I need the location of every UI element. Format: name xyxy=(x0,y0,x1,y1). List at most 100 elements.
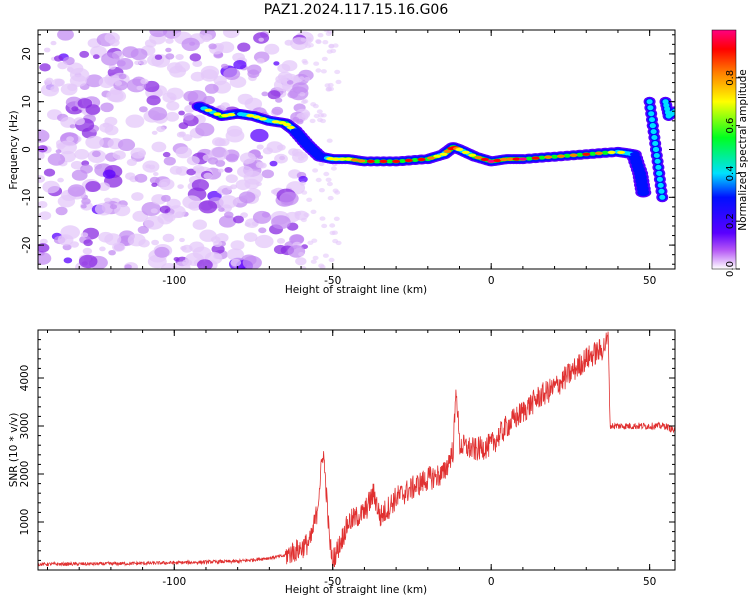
spectrogram-noise-blob xyxy=(305,37,312,42)
spectrogram-y-tick-label: -20 xyxy=(21,237,33,254)
spectrogram-noise-blob xyxy=(321,56,328,62)
spectrogram-noise-blob xyxy=(117,138,136,151)
spectrogram-noise-blob xyxy=(288,148,299,156)
spectrogram-y-axis-label: Frequency (Hz) xyxy=(8,110,20,189)
spectrogram-noise-blob xyxy=(250,128,269,143)
spectrogram-secondary-mark xyxy=(648,111,655,117)
spectrogram-ridge-peak xyxy=(499,157,508,162)
spectrogram-noise-blob xyxy=(273,61,280,66)
spectrogram-ridge-peak xyxy=(338,157,347,161)
spectrogram-noise-blob xyxy=(106,89,124,102)
spectrogram-noise-blob xyxy=(148,106,168,121)
spectrogram-noise-blob xyxy=(258,227,267,234)
spectrogram-noise-blob xyxy=(318,113,325,118)
spectrogram-noise-blob xyxy=(330,166,337,171)
spectrogram-noise-blob xyxy=(230,240,245,251)
spectrogram-frame xyxy=(37,29,676,270)
spectrogram-noise-blob xyxy=(191,179,209,192)
spectrogram-ridge-mark xyxy=(525,156,533,161)
spectrogram-noise-blob xyxy=(275,75,288,84)
colorbar-tick-label: 0.6 xyxy=(725,118,736,134)
spectrogram-secondary-mark xyxy=(646,99,653,105)
spectrogram-noise-blob xyxy=(57,177,64,183)
spectrogram-noise-blob xyxy=(203,172,213,180)
spectrogram-noise-blob xyxy=(261,169,274,179)
spectrogram-noise-blob xyxy=(243,232,258,242)
spectrogram-noise-blob xyxy=(233,215,244,224)
spectrogram-y-tick-label: 20 xyxy=(21,47,33,60)
snr-x-tick-label: 0 xyxy=(488,576,495,588)
spectrogram-noise-blob xyxy=(71,106,79,112)
spectrogram-noise-blob xyxy=(225,174,238,184)
spectrogram-noise-blob xyxy=(326,181,333,187)
spectrogram-noise-blob xyxy=(56,143,65,150)
spectrogram-noise-blob xyxy=(100,102,114,113)
spectrogram-ridge-peak xyxy=(331,157,340,161)
spectrogram-noise-blob xyxy=(165,53,175,60)
spectrogram-noise-blob xyxy=(271,215,291,230)
spectrogram-noise-blob xyxy=(134,173,148,183)
spectrogram-noise-blob xyxy=(284,39,293,46)
spectrogram-noise-blob xyxy=(151,239,160,246)
spectrogram-noise-blob xyxy=(108,64,116,70)
snr-y-tick-label: 4000 xyxy=(19,365,31,392)
spectrogram-noise-blob xyxy=(70,160,84,170)
spectrogram-ridge-peak xyxy=(569,153,578,157)
spectrogram-ridge-peak xyxy=(392,159,401,163)
spectrogram-noise-blob xyxy=(264,43,280,55)
spectrogram-noise-blob xyxy=(224,167,233,173)
spectrogram-noise-blob xyxy=(139,106,148,113)
snr-x-tick-label: -100 xyxy=(162,576,186,588)
spectrogram-ridge-peak xyxy=(417,157,426,162)
spectrogram-noise-blob xyxy=(219,195,238,209)
spectrogram-noise-blob xyxy=(85,135,104,149)
spectrogram-noise-blob xyxy=(305,43,312,49)
spectrogram-noise-blob xyxy=(156,126,166,133)
spectrogram-noise-blob xyxy=(165,111,180,122)
spectrogram-noise-blob xyxy=(326,138,333,143)
spectrogram-noise-blob xyxy=(303,111,310,117)
spectrogram-noise-blob xyxy=(140,78,149,85)
spectrogram-ridge-peak xyxy=(283,123,292,127)
spectrogram-ridge-peak xyxy=(461,150,470,154)
spectrogram-ridge-mark xyxy=(638,189,649,196)
spectrogram-noise-blob xyxy=(57,30,74,41)
spectrogram-noise-blob xyxy=(200,69,218,82)
spectrogram-noise-blob xyxy=(175,146,193,159)
spectrogram-noise-blob xyxy=(325,31,332,36)
spectrogram-noise-blob xyxy=(94,202,113,216)
spectrogram-noise-blob xyxy=(183,113,195,121)
colorbar-ticks: 0.0 0.2 0.4 0.6 0.8 xyxy=(725,70,740,277)
spectrogram-secondary-mark xyxy=(656,176,663,182)
spectrogram-ridge-mark xyxy=(632,159,641,164)
spectrogram-noise-blob xyxy=(55,149,62,154)
spectrogram-noise-blob xyxy=(161,263,177,269)
spectrogram-noise-blob xyxy=(180,245,187,251)
spectrogram-noise-blob xyxy=(271,106,284,115)
snr-panel: -100 -50 0 50 1000 2000 3000 4000 Height of str… xyxy=(8,329,676,596)
spectrogram-ridge-mark xyxy=(633,163,642,168)
snr-y-tick-label: 2000 xyxy=(19,461,31,488)
spectrogram-noise-blob xyxy=(124,264,132,269)
spectrogram-noise-blob xyxy=(267,90,281,100)
spectrogram-ridge-peak xyxy=(556,154,565,158)
spectrogram-noise-blob xyxy=(225,153,239,163)
spectrogram-noise-blob xyxy=(159,205,171,214)
spectrogram-noise-blob xyxy=(67,184,86,197)
snr-y-axis-label: SNR (10 * v/v) xyxy=(8,413,20,488)
spectrogram-x-tick-label: 50 xyxy=(643,275,656,287)
spectrogram-noise-blob xyxy=(179,237,185,243)
spectrogram-noise-blob xyxy=(54,78,65,87)
spectrogram-noise-blob xyxy=(148,164,156,170)
spectrogram-noise-blob xyxy=(175,211,185,218)
spectrogram-noise-blob xyxy=(298,175,308,183)
spectrogram-noise-blob xyxy=(130,48,148,61)
spectrogram-noise-blob xyxy=(81,198,91,205)
spectrogram-noise-blob xyxy=(197,259,213,269)
snr-series-line xyxy=(38,331,675,568)
spectrogram-secondary-mark xyxy=(649,117,655,123)
spectrogram-ridge-peak xyxy=(427,156,435,160)
spectrogram-secondary-mark xyxy=(655,164,662,170)
spectrogram-noise-blob xyxy=(175,54,184,60)
colorbar-gradient xyxy=(711,29,737,270)
